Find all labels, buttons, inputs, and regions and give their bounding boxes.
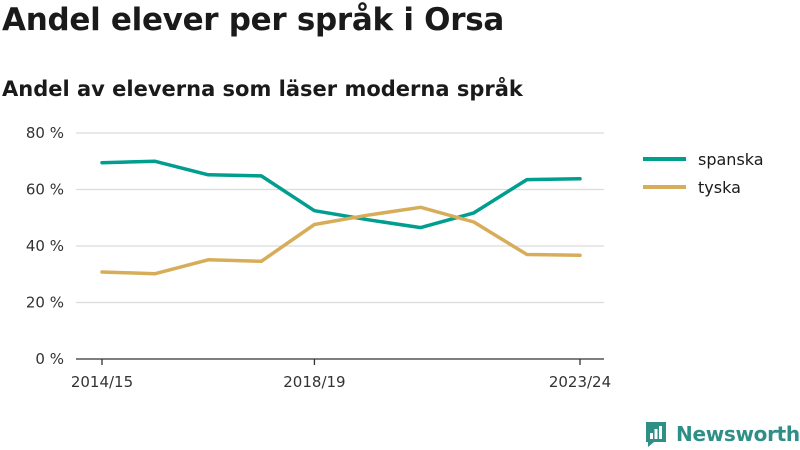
series-lines [100, 159, 582, 276]
x-axis [76, 358, 604, 365]
x-tick-label: 2023/24 [549, 373, 611, 391]
legend: spanska tyska [643, 150, 764, 197]
y-tick-label: 60 % [26, 181, 64, 199]
chart-title: Andel elever per språk i Orsa [2, 2, 504, 38]
x-tick-label: 2014/15 [71, 373, 133, 391]
x-tick-label: 2018/19 [283, 373, 345, 391]
newsworthy-logo-icon [646, 422, 666, 447]
y-tick-label: 20 % [26, 294, 64, 312]
series-line-spanska [100, 159, 582, 230]
series-line-tyska [100, 205, 582, 276]
brand-logo[interactable]: Newsworthy [644, 420, 800, 448]
y-axis-tick-labels: 0 % 20 % 40 % 60 % 80 % [26, 124, 64, 368]
chart-subtitle: Andel av eleverna som läser moderna språ… [2, 77, 523, 101]
y-tick-label: 80 % [26, 124, 64, 142]
grid-lines [76, 132, 604, 304]
y-tick-label: 40 % [26, 237, 64, 255]
x-axis-tick-labels: 2014/15 2018/19 2023/24 [71, 373, 611, 391]
y-tick-label: 0 % [35, 350, 64, 368]
legend-label-spanska: spanska [698, 150, 764, 169]
brand-name: Newsworthy [676, 422, 800, 446]
legend-label-tyska: tyska [698, 178, 741, 197]
